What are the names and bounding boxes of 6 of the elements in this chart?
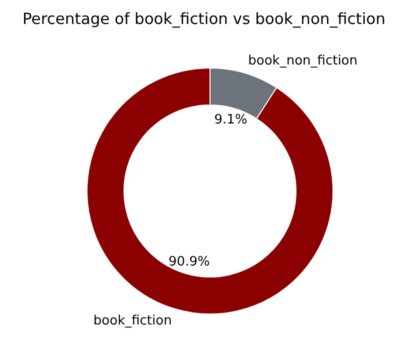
slice-label: book_fiction [93,313,172,328]
donut-slice [86,68,334,314]
slice-label: book_non_fiction [248,54,358,69]
data-label: 90.9% [168,254,210,270]
chart-title: Percentage of book_fiction vs book_non_fiction [22,10,386,28]
data-label: 9.1% [214,112,248,128]
